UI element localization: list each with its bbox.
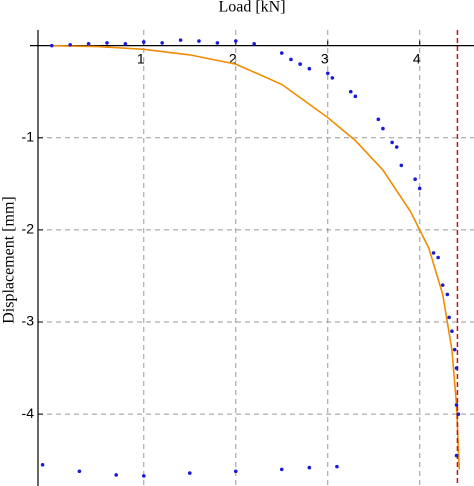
data-point xyxy=(289,57,293,62)
x-tick-label: 3 xyxy=(321,50,329,66)
data-point xyxy=(68,42,72,47)
y-axis-label: Displacement [mm] xyxy=(1,196,18,324)
x-tick-label: 2 xyxy=(229,50,237,66)
data-point xyxy=(394,145,399,149)
data-point xyxy=(456,412,461,416)
data-point xyxy=(160,41,164,45)
data-point xyxy=(447,315,451,320)
data-point xyxy=(49,43,54,48)
data-point xyxy=(197,39,201,43)
data-point xyxy=(450,329,454,334)
data-point xyxy=(141,40,146,44)
x-tick-label: 1 xyxy=(137,50,145,66)
y-tick-label: -3 xyxy=(22,313,35,329)
data-point xyxy=(178,38,183,42)
data-point xyxy=(413,177,417,182)
data-point xyxy=(353,94,358,99)
data-point xyxy=(330,76,335,80)
data-point xyxy=(417,186,422,191)
data-point xyxy=(454,366,459,370)
data-point xyxy=(325,71,330,76)
data-point xyxy=(114,473,118,477)
y-tick-label: -2 xyxy=(22,221,35,237)
data-point xyxy=(335,464,339,469)
fit-curve xyxy=(51,44,461,470)
data-point xyxy=(381,126,385,131)
y-tick-label: -1 xyxy=(22,128,35,144)
data-point xyxy=(233,469,238,474)
data-point xyxy=(452,347,457,352)
axis-title: Load [kN] xyxy=(218,0,285,16)
data-point xyxy=(376,117,381,122)
data-point xyxy=(307,66,312,71)
data-point xyxy=(348,89,353,94)
data-point xyxy=(252,42,256,46)
data-point xyxy=(454,403,459,407)
data-point xyxy=(233,39,238,43)
data-point xyxy=(123,42,128,46)
data-point xyxy=(440,283,445,287)
data-point xyxy=(279,51,284,55)
x-tick-label: 4 xyxy=(413,50,421,66)
data-point xyxy=(390,140,394,145)
data-point xyxy=(141,474,146,478)
data-point xyxy=(399,163,404,168)
data-point xyxy=(105,41,109,45)
data-point xyxy=(445,292,450,297)
data-point xyxy=(298,62,302,66)
data-point xyxy=(40,463,45,467)
data-point xyxy=(215,41,220,45)
data-point xyxy=(86,42,91,46)
data-point xyxy=(454,453,459,458)
data-point xyxy=(431,251,436,255)
data-point xyxy=(307,465,312,470)
y-tick-label: -4 xyxy=(22,405,35,421)
data-point xyxy=(77,469,82,474)
data-point xyxy=(436,255,440,260)
data-point xyxy=(187,471,192,475)
data-point xyxy=(279,467,284,472)
